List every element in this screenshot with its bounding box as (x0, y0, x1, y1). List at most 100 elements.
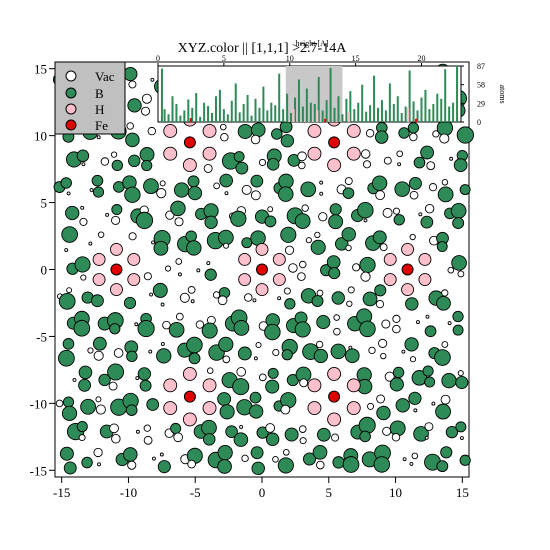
inset-bar-b (345, 98, 348, 122)
inset-bar-b (380, 100, 383, 122)
legend-label-b: B (95, 86, 104, 101)
atom-vac (110, 151, 118, 158)
atom-vac (190, 299, 195, 304)
atom-b (233, 320, 250, 336)
atom-b (92, 186, 105, 198)
x-tick-label: 0 (259, 485, 266, 500)
atom-vac (367, 402, 375, 410)
inset-bar-b (392, 103, 395, 122)
atom-b (373, 456, 391, 473)
atom-vac (224, 191, 229, 196)
inset-bar-b (270, 102, 273, 122)
atom-b (450, 203, 467, 219)
atom-b (277, 457, 294, 474)
atom-vac (79, 217, 88, 226)
atom-vac (151, 240, 156, 245)
legend: Vac B H Fe (54, 61, 126, 135)
atom-vac (195, 320, 205, 329)
x-tick-label: 15 (456, 485, 469, 500)
atom-vac (425, 314, 430, 319)
atom-vac (368, 346, 376, 355)
inset-bar-b (448, 106, 451, 122)
inset-x-tick-label: 0 (156, 54, 160, 63)
atom-vac (93, 350, 104, 361)
atom-h (127, 253, 141, 266)
atom-vac (147, 126, 156, 136)
atom-vac (150, 77, 155, 82)
atom-vac (315, 340, 324, 349)
x-tick-label: 10 (389, 485, 402, 500)
atom-vac (397, 162, 402, 167)
atom-vac (164, 265, 172, 272)
atom-b (124, 186, 141, 203)
atom-b (266, 158, 280, 171)
atom-b (219, 404, 235, 420)
atom-b (459, 184, 471, 196)
atom-b (264, 215, 277, 228)
atom-vac (173, 432, 183, 443)
atom-h (92, 253, 106, 266)
atom-vac (127, 460, 137, 470)
atom-vac (299, 378, 309, 388)
atom-vac (160, 341, 165, 346)
atom-b (146, 398, 160, 411)
atom-vac (440, 394, 451, 405)
inset-bar-b (424, 89, 427, 122)
atom-vac (298, 161, 306, 170)
atom-vac (175, 258, 183, 265)
atom-h (272, 273, 286, 286)
atom-b (187, 186, 203, 201)
atom-vac (223, 242, 230, 249)
inset-bar-b (341, 114, 344, 122)
atom-vac (297, 151, 307, 162)
inset-bar-b (349, 91, 352, 122)
inset-x-tick-label: 10 (286, 54, 294, 63)
inset-bar-b (163, 109, 166, 122)
atom-b (125, 132, 140, 148)
inset-bar-fe (324, 118, 327, 122)
atom-vac (213, 182, 221, 190)
atom-fe (328, 136, 341, 149)
atom-b (217, 392, 232, 406)
atom-vac (376, 394, 386, 404)
atom-fe (401, 263, 414, 276)
atom-b (170, 422, 182, 434)
atom-vac (352, 263, 361, 272)
atom-b (186, 336, 203, 354)
inset-bar-b (234, 83, 237, 122)
inset-bar-b (436, 93, 439, 122)
inset-bar-b (278, 73, 281, 122)
atom-b (241, 237, 253, 249)
inset-bar-b (290, 112, 293, 122)
atom-b (128, 154, 141, 168)
atom-b (445, 425, 459, 439)
atom-b (294, 213, 311, 229)
inset-bar-b (369, 105, 372, 122)
atom-vac (220, 123, 227, 131)
atom-b (185, 230, 197, 243)
atom-vac (284, 245, 295, 255)
atom-b (300, 181, 317, 198)
atom-vac (426, 161, 436, 171)
atom-vac (288, 263, 298, 273)
atom-vac (299, 437, 307, 445)
inset-bar-b (258, 107, 261, 122)
atom-h (163, 401, 178, 416)
atom-b (235, 161, 249, 175)
inset-bar-b (309, 102, 312, 122)
atom-vac (283, 287, 291, 295)
inset-bar-b (222, 109, 225, 122)
inset-bar-b (353, 109, 356, 122)
inset-y-tick-label: 0 (477, 118, 481, 127)
atom-b (422, 365, 434, 377)
atom-b (137, 367, 151, 381)
atom-fe (183, 136, 196, 149)
inset-bar-b (321, 110, 324, 122)
atom-vac (441, 178, 449, 186)
x-tick-label: -10 (120, 485, 137, 500)
atom-b (435, 403, 451, 420)
atom-vac (428, 183, 438, 192)
atom-b (405, 297, 419, 311)
atom-h (202, 401, 217, 416)
atom-vac (392, 314, 401, 323)
